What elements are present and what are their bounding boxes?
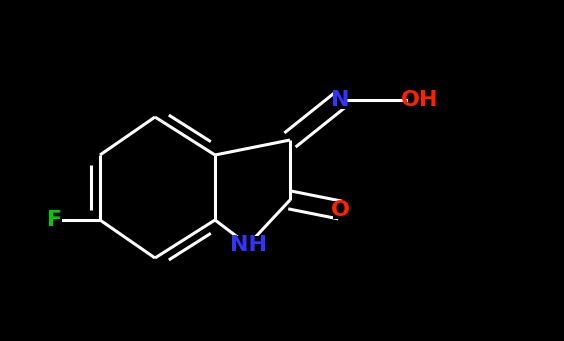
FancyBboxPatch shape bbox=[408, 91, 432, 109]
FancyBboxPatch shape bbox=[48, 211, 62, 229]
Text: N: N bbox=[331, 90, 349, 110]
Text: O: O bbox=[331, 200, 350, 220]
FancyBboxPatch shape bbox=[333, 91, 347, 109]
Text: F: F bbox=[47, 210, 63, 230]
Text: OH: OH bbox=[401, 90, 439, 110]
Text: NH: NH bbox=[230, 235, 267, 255]
FancyBboxPatch shape bbox=[333, 201, 347, 219]
FancyBboxPatch shape bbox=[236, 236, 260, 254]
